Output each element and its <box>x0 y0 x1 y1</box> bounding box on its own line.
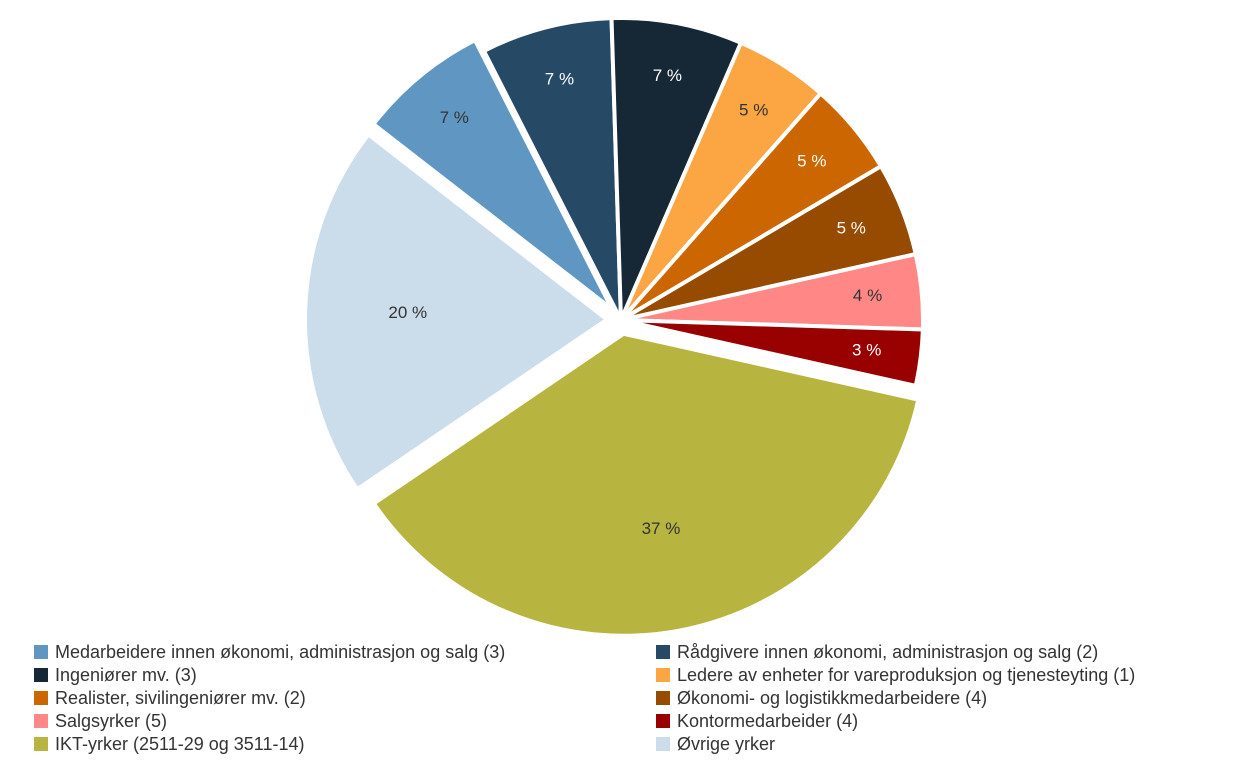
slice-label-2: 7 % <box>545 70 574 89</box>
legend-item-1: Medarbeidere innen økonomi, administrasj… <box>34 641 505 664</box>
slice-label-9: 37 % <box>642 519 681 538</box>
legend-item-7: Salgsyrker (5) <box>34 710 167 733</box>
legend-swatch-5 <box>34 691 48 705</box>
slice-label-1: 7 % <box>440 108 469 127</box>
legend-label-3: Ingeniører mv. (3) <box>55 665 197 685</box>
slice-label-5: 5 % <box>797 152 826 171</box>
pie-slice-9 <box>371 331 921 638</box>
legend-label-6: Økonomi- og logistikkmedarbeidere (4) <box>677 688 988 708</box>
legend-label-4: Ledere av enheter for vareproduksjon og … <box>677 665 1136 685</box>
pie-chart: 7 % 7 % 7 % 5 % 5 % 5 % 4 % 3 % 37 % 20 % <box>303 16 925 638</box>
slice-label-10: 20 % <box>388 303 427 322</box>
slice-label-7: 4 % <box>853 286 882 305</box>
legend-swatch-6 <box>656 691 670 705</box>
legend-label-1: Medarbeidere innen økonomi, administrasj… <box>55 642 506 662</box>
legend-swatch-7 <box>34 714 48 728</box>
slice-label-4: 5 % <box>739 100 768 119</box>
slice-label-8: 3 % <box>852 341 881 360</box>
legend-item-5: Realister, sivilingeniører mv. (2) <box>34 687 306 710</box>
legend-label-10: Øvrige yrker <box>677 734 776 754</box>
pie-slice-8 <box>620 318 925 389</box>
pie-slice-10 <box>303 131 611 493</box>
slice-label-3: 7 % <box>653 66 682 85</box>
legend-label-7: Salgsyrker (5) <box>55 711 168 731</box>
legend-label-2: Rådgivere innen økonomi, administrasjon … <box>677 642 1099 662</box>
pie-slice-2 <box>481 16 623 321</box>
legend-swatch-2 <box>656 645 670 659</box>
legend-item-3: Ingeniører mv. (3) <box>34 664 197 687</box>
legend-swatch-3 <box>34 668 48 682</box>
legend-label-9: IKT-yrker (2511-29 og 3511-14) <box>55 734 305 754</box>
legend-item-8: Kontormedarbeider (4) <box>656 710 858 733</box>
legend-swatch-8 <box>656 714 670 728</box>
legend-item-2: Rådgivere innen økonomi, administrasjon … <box>656 641 1098 664</box>
chart-legend: Medarbeidere innen økonomi, administrasj… <box>0 641 1244 769</box>
legend-item-10: Øvrige yrker <box>656 733 775 756</box>
slice-label-6: 5 % <box>837 218 866 237</box>
pie-slice-3 <box>609 16 744 321</box>
legend-item-6: Økonomi- og logistikkmedarbeidere (4) <box>656 687 987 710</box>
legend-label-8: Kontormedarbeider (4) <box>677 711 859 731</box>
legend-swatch-1 <box>34 645 48 659</box>
pie-chart-svg: 7 % 7 % 7 % 5 % 5 % 5 % 4 % 3 % 37 % 20 % <box>303 16 925 638</box>
legend-item-9: IKT-yrker (2511-29 og 3511-14) <box>34 733 304 756</box>
legend-swatch-9 <box>34 737 48 751</box>
pie-slice-1 <box>370 37 614 311</box>
legend-item-4: Ledere av enheter for vareproduksjon og … <box>656 664 1135 687</box>
legend-swatch-10 <box>656 737 670 751</box>
legend-label-5: Realister, sivilingeniører mv. (2) <box>55 688 306 708</box>
legend-swatch-4 <box>656 668 670 682</box>
